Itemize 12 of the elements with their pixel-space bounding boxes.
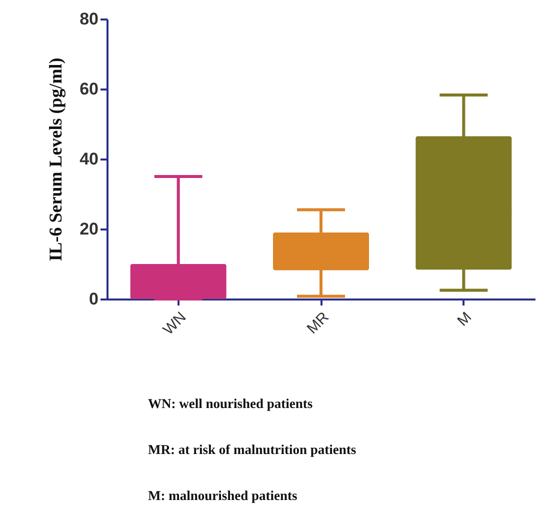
x-tick-label: M (454, 308, 475, 330)
x-tick-label: MR (304, 308, 332, 338)
y-tick-label: 60 (80, 80, 98, 98)
x-tick-label: WN (160, 308, 190, 338)
y-tick-label: 20 (80, 220, 98, 238)
text: WN: well nourished patients (148, 396, 314, 413)
text: MR: at risk of malnutrition patients (148, 442, 356, 459)
y-tick-label: 40 (80, 150, 98, 168)
y-axis-title: IL-6 Serum Levels (pg/ml) (46, 58, 66, 262)
y-tick-label: 0 (89, 290, 98, 308)
y-tick-label: 80 (80, 10, 98, 28)
text: M: malnourished patients (148, 488, 298, 505)
